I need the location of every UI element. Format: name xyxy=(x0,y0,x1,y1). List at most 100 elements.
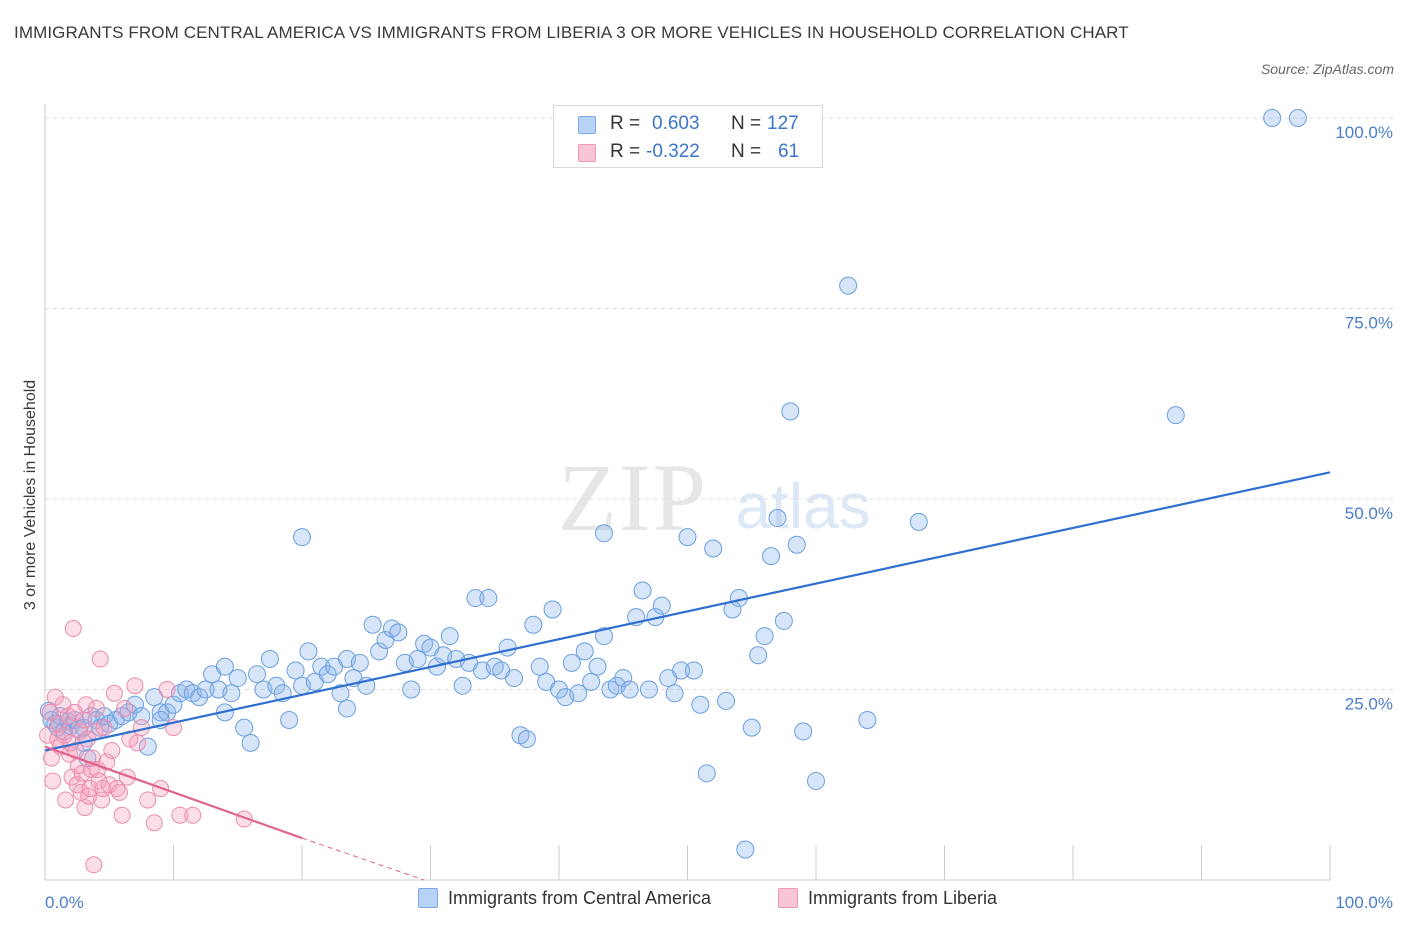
data-point-central-america xyxy=(562,653,581,672)
data-point-central-america xyxy=(652,596,671,615)
data-point-central-america xyxy=(665,684,684,703)
data-point-liberia xyxy=(39,726,57,744)
data-point-central-america xyxy=(235,718,254,737)
data-point-central-america xyxy=(318,665,337,684)
data-point-central-america xyxy=(594,524,613,543)
legend-n-label: N = xyxy=(731,113,762,134)
x-tick-label: 0.0% xyxy=(45,893,84,912)
legend-n-label: N = xyxy=(731,141,762,162)
data-point-central-america xyxy=(524,615,543,634)
data-point-central-america xyxy=(736,840,755,859)
data-point-liberia xyxy=(41,703,59,721)
data-point-central-america xyxy=(594,627,613,646)
data-point-central-america xyxy=(774,611,793,630)
legend-r-label: R = xyxy=(610,113,641,134)
data-point-central-america xyxy=(363,615,382,634)
data-point-liberia xyxy=(64,620,82,638)
data-point-central-america xyxy=(331,684,350,703)
legend-n-value: 61 xyxy=(778,141,800,162)
data-point-central-america xyxy=(858,710,877,729)
data-point-liberia xyxy=(113,806,131,824)
data-point-central-america xyxy=(190,688,209,707)
trend-lines xyxy=(44,471,1331,881)
y-tick-label: 25.0% xyxy=(1345,695,1393,714)
legend-label: Immigrants from Liberia xyxy=(808,888,998,908)
data-point-central-america xyxy=(479,589,498,608)
data-point-central-america xyxy=(768,509,787,528)
data-point-liberia xyxy=(105,684,123,702)
data-point-central-america xyxy=(370,642,389,661)
data-point-liberia xyxy=(171,806,189,824)
data-point-central-america xyxy=(138,737,157,756)
legend-item-central-america: Immigrants from Central America xyxy=(418,888,711,909)
data-point-central-america xyxy=(704,539,723,558)
data-point-central-america xyxy=(145,688,164,707)
data-point-central-america xyxy=(215,657,234,676)
data-point-central-america xyxy=(672,661,691,680)
data-point-liberia xyxy=(103,741,121,759)
data-point-liberia xyxy=(111,783,129,801)
data-point-central-america xyxy=(614,669,633,688)
data-point-central-america xyxy=(575,642,594,661)
legend-r-value: -0.322 xyxy=(646,141,700,162)
data-point-central-america xyxy=(125,695,144,714)
data-point-central-america xyxy=(453,676,472,695)
data-point-central-america xyxy=(1263,109,1282,127)
trendline-central-america xyxy=(44,471,1331,752)
tick-labels: 25.0% 50.0% 75.0% 100.0% 0.0% 100.0% xyxy=(45,123,1393,912)
legend-n-value: 127 xyxy=(767,113,799,134)
data-point-central-america xyxy=(440,627,459,646)
data-point-liberia xyxy=(76,799,94,817)
data-point-central-america xyxy=(389,623,408,642)
data-point-central-america xyxy=(550,680,568,699)
series-central-america xyxy=(39,109,1307,859)
data-point-liberia xyxy=(129,734,147,752)
data-point-central-america xyxy=(794,722,813,741)
data-point-central-america xyxy=(620,680,639,699)
data-point-central-america xyxy=(755,627,774,646)
data-point-liberia xyxy=(116,700,134,718)
y-axis-title: 3 or more Vehicles in Household xyxy=(22,380,39,610)
legend-swatch-pink xyxy=(578,144,596,162)
data-point-central-america xyxy=(350,653,369,672)
data-point-liberia xyxy=(90,772,108,790)
data-point-central-america xyxy=(530,657,549,676)
watermark-atlas: atlas xyxy=(735,470,870,542)
watermark: ZIP atlas xyxy=(558,444,871,551)
axes xyxy=(44,104,1331,881)
data-point-central-america xyxy=(402,680,421,699)
legend-swatch-blue xyxy=(418,888,438,908)
data-point-central-america xyxy=(569,684,588,703)
data-point-central-america xyxy=(717,691,736,710)
data-point-liberia xyxy=(145,814,163,832)
trendline-liberia-extension xyxy=(301,837,425,881)
x-tick-label: 100.0% xyxy=(1335,893,1393,912)
data-point-central-america xyxy=(691,695,710,714)
data-point-central-america xyxy=(684,661,703,680)
data-point-central-america xyxy=(466,589,485,608)
data-point-central-america xyxy=(498,638,517,657)
data-point-liberia xyxy=(126,677,144,695)
data-point-central-america xyxy=(1288,109,1307,127)
legend-r-label: R = xyxy=(610,141,641,162)
y-tick-label: 75.0% xyxy=(1345,314,1393,333)
data-point-liberia xyxy=(87,700,105,718)
data-point-central-america xyxy=(293,528,311,547)
data-point-central-america xyxy=(909,512,928,531)
y-tick-label: 50.0% xyxy=(1345,504,1393,523)
data-point-central-america xyxy=(267,676,286,695)
data-point-central-america xyxy=(196,680,215,699)
data-point-central-america xyxy=(781,402,800,421)
data-point-liberia xyxy=(77,696,95,714)
data-point-central-america xyxy=(164,695,183,714)
data-point-central-america xyxy=(260,650,279,669)
legend-swatch-pink xyxy=(778,888,798,908)
data-point-liberia xyxy=(57,791,75,809)
data-point-liberia xyxy=(118,768,136,786)
data-point-central-america xyxy=(286,661,305,680)
legend-r-value: 0.603 xyxy=(652,113,700,134)
data-point-liberia xyxy=(91,650,109,668)
data-point-central-america xyxy=(248,665,267,684)
data-point-central-america xyxy=(228,669,247,688)
